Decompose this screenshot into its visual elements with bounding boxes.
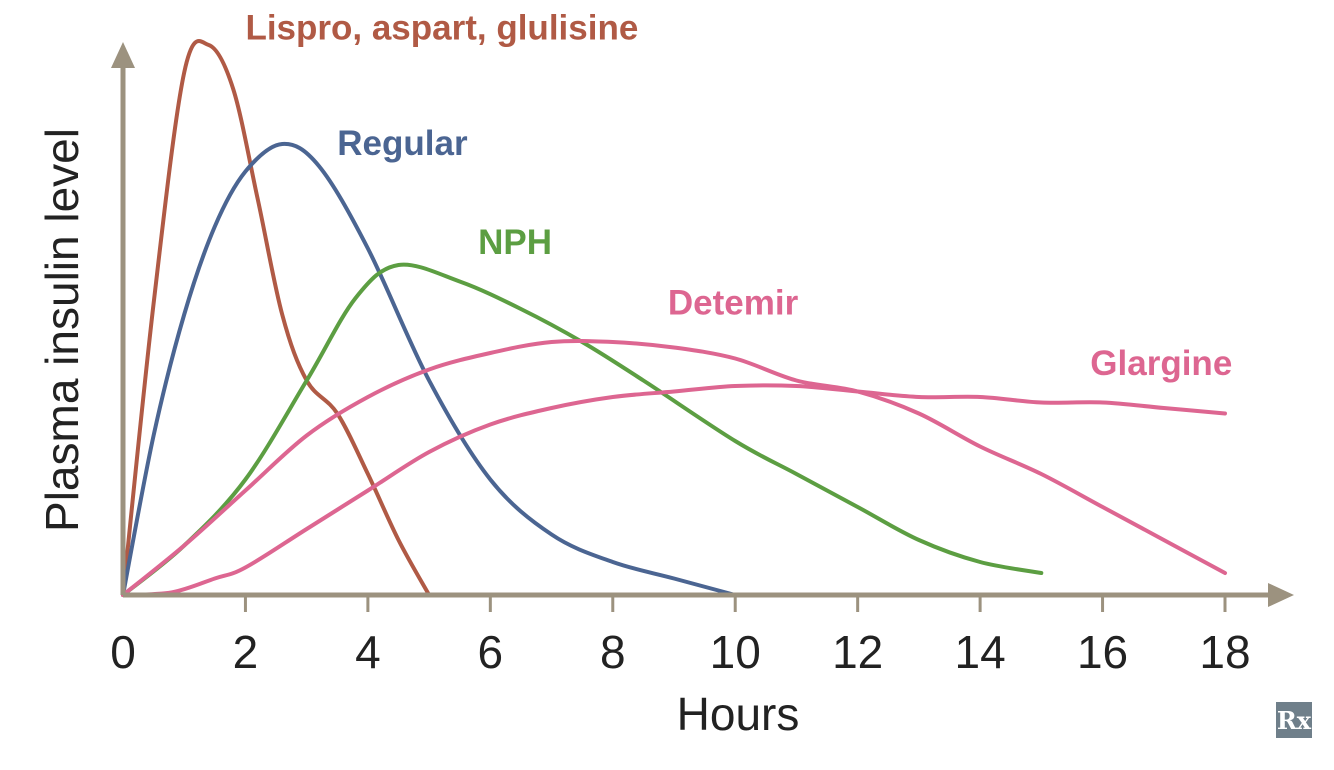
series-label-lispro-aspart-glulisine: Lispro, aspart, glulisine: [245, 9, 638, 48]
series-line-regular: [121, 141, 738, 597]
series-label-detemir: Detemir: [668, 284, 799, 323]
x-tick-label-14: 14: [955, 626, 1006, 678]
x-tick-label-2: 2: [233, 626, 259, 678]
series-line-glargine: [121, 383, 1227, 597]
series-label-nph: NPH: [478, 223, 552, 262]
x-tick-label-16: 16: [1077, 626, 1128, 678]
x-tick-label-0: 0: [110, 626, 136, 678]
axes: [111, 42, 1294, 607]
x-axis-arrow: [1268, 583, 1294, 607]
series-label-glargine: Glargine: [1090, 344, 1232, 383]
y-axis-arrow: [111, 42, 135, 68]
x-tick-label-12: 12: [832, 626, 883, 678]
x-ticks: 0 2 4 6 8 10 12 14 16 18: [110, 595, 1251, 678]
series-line-nph: [121, 262, 1044, 597]
series-line-detemir: [121, 338, 1227, 597]
x-tick-label-10: 10: [710, 626, 761, 678]
y-axis-title: Plasma insulin level: [36, 128, 88, 532]
series-labels: Lispro, aspart, glulisine Regular NPH Detem…: [245, 9, 1232, 384]
series-label-regular: Regular: [337, 124, 468, 163]
x-tick-label-4: 4: [355, 626, 381, 678]
x-axis-title: Hours: [677, 688, 800, 740]
rx-logo: Rx: [1276, 702, 1312, 738]
series-layer: [121, 39, 1227, 597]
x-tick-label-8: 8: [600, 626, 626, 678]
x-tick-label-6: 6: [478, 626, 504, 678]
x-tick-label-18: 18: [1199, 626, 1250, 678]
series-line-lispro-aspart-glulisine: [121, 39, 432, 597]
